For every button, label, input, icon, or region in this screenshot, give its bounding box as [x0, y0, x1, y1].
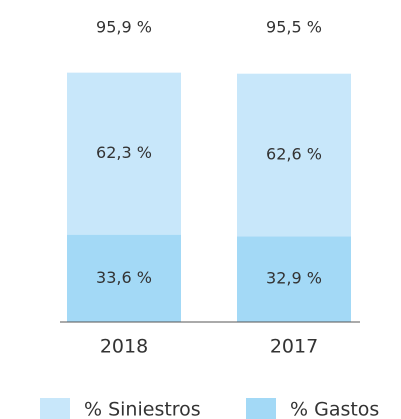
- total-label: 95,9 %: [96, 18, 152, 37]
- bar-segment: [237, 73, 351, 237]
- x-tick-label: 2017: [270, 336, 318, 358]
- total-label: 95,5 %: [266, 18, 322, 37]
- data-label: 33,6 %: [96, 268, 152, 287]
- bar-segment: [237, 236, 351, 322]
- legend-label: % Siniestros: [84, 399, 201, 419]
- bar-segment: [67, 72, 181, 235]
- data-label: 32,9 %: [266, 269, 322, 288]
- data-label: 62,6 %: [266, 145, 322, 164]
- legend-swatch: [40, 398, 70, 419]
- legend-swatch: [246, 398, 276, 419]
- x-tick-label: 2018: [100, 336, 148, 358]
- legend-label: % Gastos: [290, 399, 379, 419]
- data-label: 62,3 %: [96, 143, 152, 162]
- bar-segment: [67, 234, 181, 322]
